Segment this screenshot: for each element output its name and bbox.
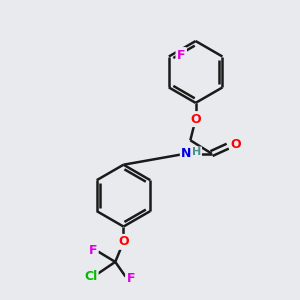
Text: F: F	[88, 244, 97, 256]
Text: O: O	[231, 138, 241, 151]
Text: N: N	[181, 147, 192, 160]
Text: O: O	[190, 112, 201, 126]
Text: F: F	[177, 49, 185, 62]
Text: O: O	[118, 236, 129, 248]
Text: H: H	[192, 147, 201, 157]
Text: Cl: Cl	[84, 270, 97, 283]
Text: F: F	[127, 272, 135, 285]
